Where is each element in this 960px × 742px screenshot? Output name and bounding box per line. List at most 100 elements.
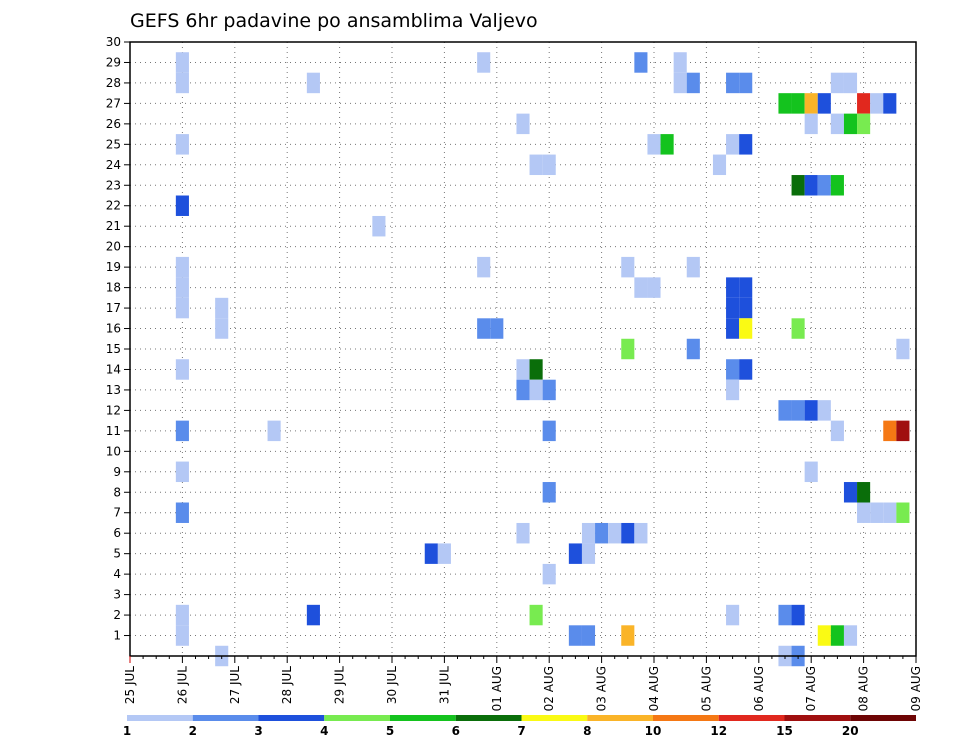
precip-cell bbox=[542, 379, 556, 401]
data-cells bbox=[175, 52, 910, 667]
precip-cell bbox=[686, 338, 700, 360]
precip-cell bbox=[595, 522, 609, 544]
y-tick-label: 4 bbox=[113, 567, 121, 581]
y-tick-label: 6 bbox=[113, 526, 121, 540]
precip-cell bbox=[621, 338, 635, 360]
legend-label: 1 bbox=[123, 724, 131, 738]
precip-cell bbox=[477, 318, 491, 339]
precip-cell bbox=[726, 297, 740, 319]
legend-label: 7 bbox=[517, 724, 525, 738]
precip-cell bbox=[621, 522, 635, 544]
precip-cell bbox=[896, 502, 910, 523]
precip-cell bbox=[791, 175, 805, 196]
y-tick-label: 5 bbox=[113, 547, 121, 561]
legend-swatch bbox=[521, 715, 588, 721]
precip-cell bbox=[817, 175, 831, 196]
y-tick-label: 15 bbox=[106, 342, 121, 356]
precip-cell bbox=[686, 72, 700, 94]
legend-label: 10 bbox=[645, 724, 662, 738]
precip-cell bbox=[490, 318, 504, 339]
x-tick-label: 04 AUG bbox=[647, 666, 661, 711]
x-tick-label: 30 JUL bbox=[385, 666, 399, 704]
precip-cell bbox=[175, 195, 189, 216]
legend-swatch bbox=[390, 715, 456, 721]
y-tick-label: 8 bbox=[113, 485, 121, 499]
precip-cell bbox=[424, 543, 438, 564]
precip-cell bbox=[817, 400, 831, 421]
y-tick-label: 18 bbox=[106, 281, 121, 295]
legend-swatch bbox=[127, 715, 193, 721]
precip-cell bbox=[621, 256, 635, 278]
legend-label: 12 bbox=[710, 724, 727, 738]
precip-cell bbox=[857, 482, 871, 503]
precip-cell bbox=[215, 297, 229, 319]
precip-cell bbox=[175, 461, 189, 483]
y-tick-label: 9 bbox=[113, 465, 121, 479]
y-tick-label: 2 bbox=[113, 608, 121, 622]
x-tick-label: 28 JUL bbox=[280, 666, 294, 704]
y-tick-label: 20 bbox=[106, 240, 121, 254]
legend-swatch bbox=[587, 715, 653, 721]
precip-cell bbox=[542, 154, 556, 176]
precip-cell bbox=[647, 277, 661, 298]
precip-cell bbox=[175, 420, 189, 442]
legend-label: 15 bbox=[776, 724, 793, 738]
legend-swatch bbox=[192, 715, 259, 721]
precip-cell bbox=[830, 420, 844, 442]
x-tick-label: 07 AUG bbox=[804, 666, 818, 711]
precip-cell bbox=[660, 134, 674, 155]
x-tick-label: 27 JUL bbox=[228, 666, 242, 704]
x-tick-label: 02 AUG bbox=[542, 666, 556, 711]
x-tick-label: 26 JUL bbox=[175, 666, 189, 704]
precip-cell bbox=[857, 93, 871, 114]
precip-cell bbox=[647, 134, 661, 155]
legend-label: 3 bbox=[254, 724, 262, 738]
y-tick-label: 3 bbox=[113, 588, 121, 602]
precip-cell bbox=[608, 522, 622, 544]
precip-cell bbox=[726, 359, 740, 380]
y-tick-label: 13 bbox=[106, 383, 121, 397]
precip-cell bbox=[175, 359, 189, 380]
precip-cell bbox=[817, 93, 831, 114]
precip-cell bbox=[175, 52, 189, 73]
precip-cell bbox=[791, 604, 805, 626]
legend-swatch bbox=[324, 715, 390, 721]
precip-cell bbox=[621, 625, 635, 646]
color-legend: 1 2 3 4 5 6 7 8 10 12 15 20 bbox=[123, 715, 916, 738]
precip-cell bbox=[581, 543, 596, 564]
precip-cell bbox=[726, 318, 740, 339]
precip-cell bbox=[726, 604, 740, 626]
precip-cell bbox=[477, 52, 491, 73]
precip-cell bbox=[529, 604, 543, 626]
precip-cell bbox=[175, 277, 189, 298]
precip-cell bbox=[175, 297, 189, 319]
precip-cell bbox=[843, 113, 858, 135]
precip-cell bbox=[739, 277, 753, 298]
precip-cell bbox=[673, 52, 687, 73]
x-tick-label: 31 JUL bbox=[437, 666, 451, 704]
x-tick-label: 09 AUG bbox=[909, 666, 923, 711]
precip-cell bbox=[712, 154, 727, 176]
precip-cell bbox=[516, 113, 530, 135]
y-tick-label: 23 bbox=[106, 178, 121, 192]
x-tick-label: 05 AUG bbox=[699, 666, 713, 711]
legend-swatch bbox=[455, 715, 522, 721]
precip-cell bbox=[739, 318, 753, 339]
y-tick-label: 12 bbox=[106, 403, 121, 417]
precip-cell bbox=[568, 543, 582, 564]
precip-cell bbox=[516, 379, 530, 401]
precip-cell bbox=[830, 72, 844, 94]
precip-cell bbox=[542, 482, 556, 503]
precip-cell bbox=[817, 625, 831, 646]
y-tick-label: 29 bbox=[106, 55, 121, 69]
y-tick-label: 26 bbox=[106, 117, 121, 131]
precip-cell bbox=[529, 154, 543, 176]
precip-cell bbox=[372, 215, 386, 237]
precip-cell bbox=[778, 93, 792, 114]
precip-cell bbox=[870, 502, 884, 523]
precip-cell bbox=[739, 134, 753, 155]
precip-cell bbox=[529, 359, 543, 380]
precip-cell bbox=[830, 113, 844, 135]
legend-label: 4 bbox=[320, 724, 328, 738]
grid-lines bbox=[130, 41, 916, 656]
